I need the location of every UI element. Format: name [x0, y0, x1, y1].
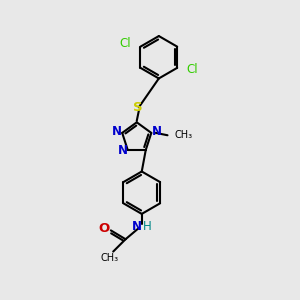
Text: N: N	[112, 125, 122, 138]
Text: Cl: Cl	[119, 37, 131, 50]
Text: CH₃: CH₃	[175, 130, 193, 140]
Text: H: H	[143, 220, 152, 233]
Text: Cl: Cl	[187, 63, 198, 76]
Text: S: S	[133, 101, 142, 114]
Text: N: N	[132, 220, 142, 233]
Text: N: N	[152, 125, 162, 138]
Text: CH₃: CH₃	[100, 253, 119, 263]
Text: O: O	[99, 222, 110, 236]
Text: N: N	[118, 143, 128, 157]
